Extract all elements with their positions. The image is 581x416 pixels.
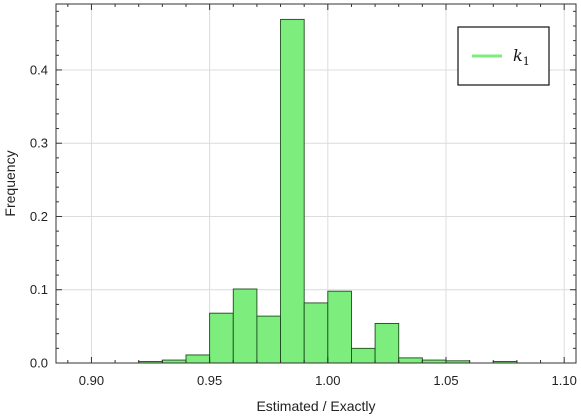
histogram-bar bbox=[209, 312, 234, 364]
x-tick-label: 0.95 bbox=[197, 373, 222, 388]
y-tick-label: 0.0 bbox=[30, 356, 48, 371]
y-tick-label: 0.3 bbox=[30, 136, 48, 151]
x-tick-label: 1.00 bbox=[315, 373, 340, 388]
x-axis-label: Estimated / Exactly bbox=[256, 398, 375, 414]
plot-frame bbox=[55, 3, 577, 364]
histogram-bar bbox=[232, 288, 258, 364]
histogram-bar bbox=[351, 347, 376, 364]
histogram-bar bbox=[280, 18, 305, 364]
y-tick-label: 0.2 bbox=[30, 209, 48, 224]
histogram-bar bbox=[303, 302, 329, 364]
histogram-bar bbox=[185, 354, 211, 364]
x-tick-label: 1.05 bbox=[433, 373, 458, 388]
histogram-bar bbox=[398, 357, 423, 364]
histogram-bar bbox=[374, 322, 400, 364]
histogram-bar bbox=[327, 290, 352, 364]
y-tick-label: 0.1 bbox=[30, 282, 48, 297]
x-tick-label: 1.10 bbox=[552, 373, 577, 388]
y-axis-label: Frequency bbox=[2, 150, 18, 216]
y-tick-label: 0.4 bbox=[30, 62, 48, 77]
legend-label-k1: k1 bbox=[513, 46, 530, 68]
axis-ticks: 0.90 0.95 1.00 1.05 1.10 0.0 0.1 0.2 0.3 0.4 bbox=[30, 4, 577, 388]
legend-box bbox=[457, 26, 550, 86]
x-tick-label: 0.90 bbox=[79, 373, 104, 388]
histogram-bar bbox=[256, 315, 281, 364]
histogram-bars bbox=[138, 18, 518, 364]
legend: k1 bbox=[457, 26, 550, 86]
